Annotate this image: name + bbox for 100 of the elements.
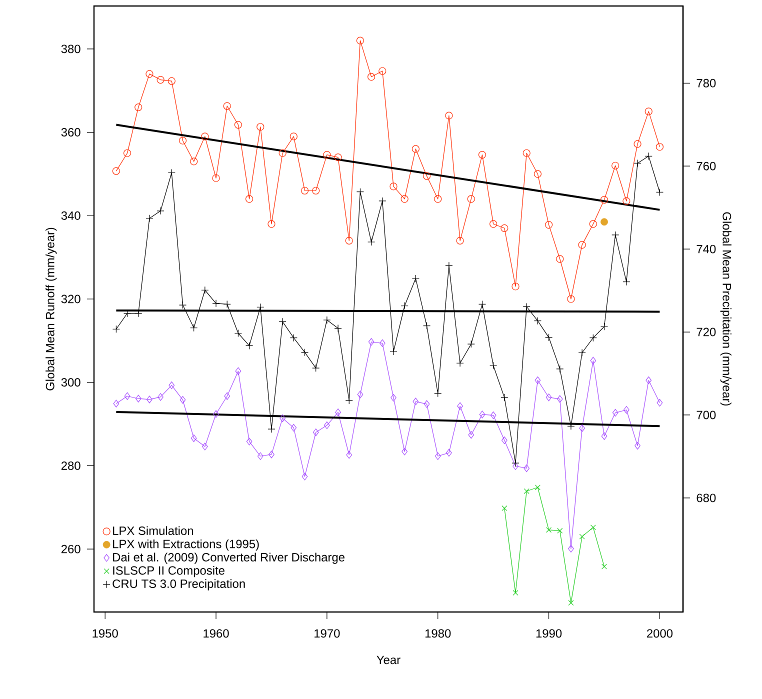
point [390, 348, 398, 356]
point [368, 238, 376, 246]
point [312, 428, 319, 436]
point [590, 524, 596, 530]
point [500, 224, 508, 232]
point [600, 322, 608, 330]
point [656, 143, 664, 151]
point [556, 255, 564, 263]
point [300, 186, 309, 194]
point [612, 162, 620, 170]
x-tick-label: 1980 [425, 629, 451, 638]
point [524, 464, 530, 472]
point [590, 356, 596, 364]
point [412, 398, 419, 406]
y-tick-label: 380 [61, 44, 80, 54]
point [202, 442, 208, 450]
point [334, 324, 342, 332]
point [123, 149, 132, 157]
point [190, 158, 198, 166]
point [468, 431, 474, 439]
x-tick-label: 2000 [647, 629, 673, 638]
point [302, 472, 308, 480]
point [357, 390, 364, 398]
point [424, 400, 430, 408]
point [522, 149, 530, 157]
y-tick-label: 300 [61, 378, 80, 387]
point [223, 300, 231, 308]
x-axis-title: Year [376, 656, 400, 664]
point [234, 329, 242, 338]
point [378, 67, 386, 75]
point [290, 334, 298, 342]
point [624, 406, 630, 414]
point [502, 505, 508, 511]
point [146, 396, 152, 404]
point [434, 195, 442, 203]
point [612, 231, 620, 239]
point [156, 76, 164, 84]
legend-label: Dai et al. (2009) Converted River Discharge [113, 552, 344, 564]
y2-tick-label: 760 [696, 162, 716, 170]
point [589, 220, 597, 228]
point [356, 188, 364, 196]
y2-tick-label: 740 [696, 244, 716, 254]
point [612, 408, 618, 417]
y2-tick-label: 700 [696, 410, 716, 420]
point [268, 450, 274, 458]
point [168, 168, 176, 177]
point [568, 600, 574, 606]
point [246, 438, 252, 446]
point [490, 220, 498, 228]
point [412, 145, 420, 153]
point [178, 136, 187, 144]
point [400, 302, 408, 310]
point [201, 132, 209, 140]
point [190, 434, 197, 442]
point [146, 214, 154, 222]
point [434, 452, 441, 460]
point [579, 534, 585, 540]
point [345, 236, 353, 244]
point [524, 488, 530, 494]
point [479, 410, 486, 418]
y-tick-label: 320 [61, 294, 80, 304]
point [257, 452, 264, 460]
point [378, 197, 386, 205]
point [156, 207, 164, 215]
y2-tick-label: 680 [696, 494, 716, 502]
point [568, 544, 574, 552]
point [390, 182, 398, 190]
point [534, 484, 540, 490]
point [544, 334, 553, 342]
point [312, 364, 320, 372]
point [656, 188, 664, 196]
point [467, 340, 475, 348]
point [656, 398, 663, 407]
point [368, 338, 374, 346]
point [445, 262, 453, 270]
point [512, 462, 518, 470]
point [467, 195, 475, 203]
point [135, 394, 142, 402]
point [456, 359, 464, 367]
point [601, 564, 608, 570]
point [290, 132, 298, 140]
point [134, 103, 142, 112]
point [212, 300, 220, 308]
point [400, 195, 408, 203]
point [490, 362, 498, 370]
point [634, 442, 640, 450]
y-tick-label: 360 [61, 128, 80, 137]
point [478, 150, 486, 159]
point [346, 451, 352, 459]
point [578, 348, 586, 357]
point [501, 436, 508, 444]
point [567, 295, 575, 303]
point [456, 236, 464, 244]
point [457, 402, 463, 410]
point [500, 394, 508, 402]
point [578, 241, 586, 249]
point [324, 421, 330, 430]
x-tick-label: 1960 [204, 629, 229, 638]
point [557, 528, 563, 534]
point [323, 316, 331, 324]
